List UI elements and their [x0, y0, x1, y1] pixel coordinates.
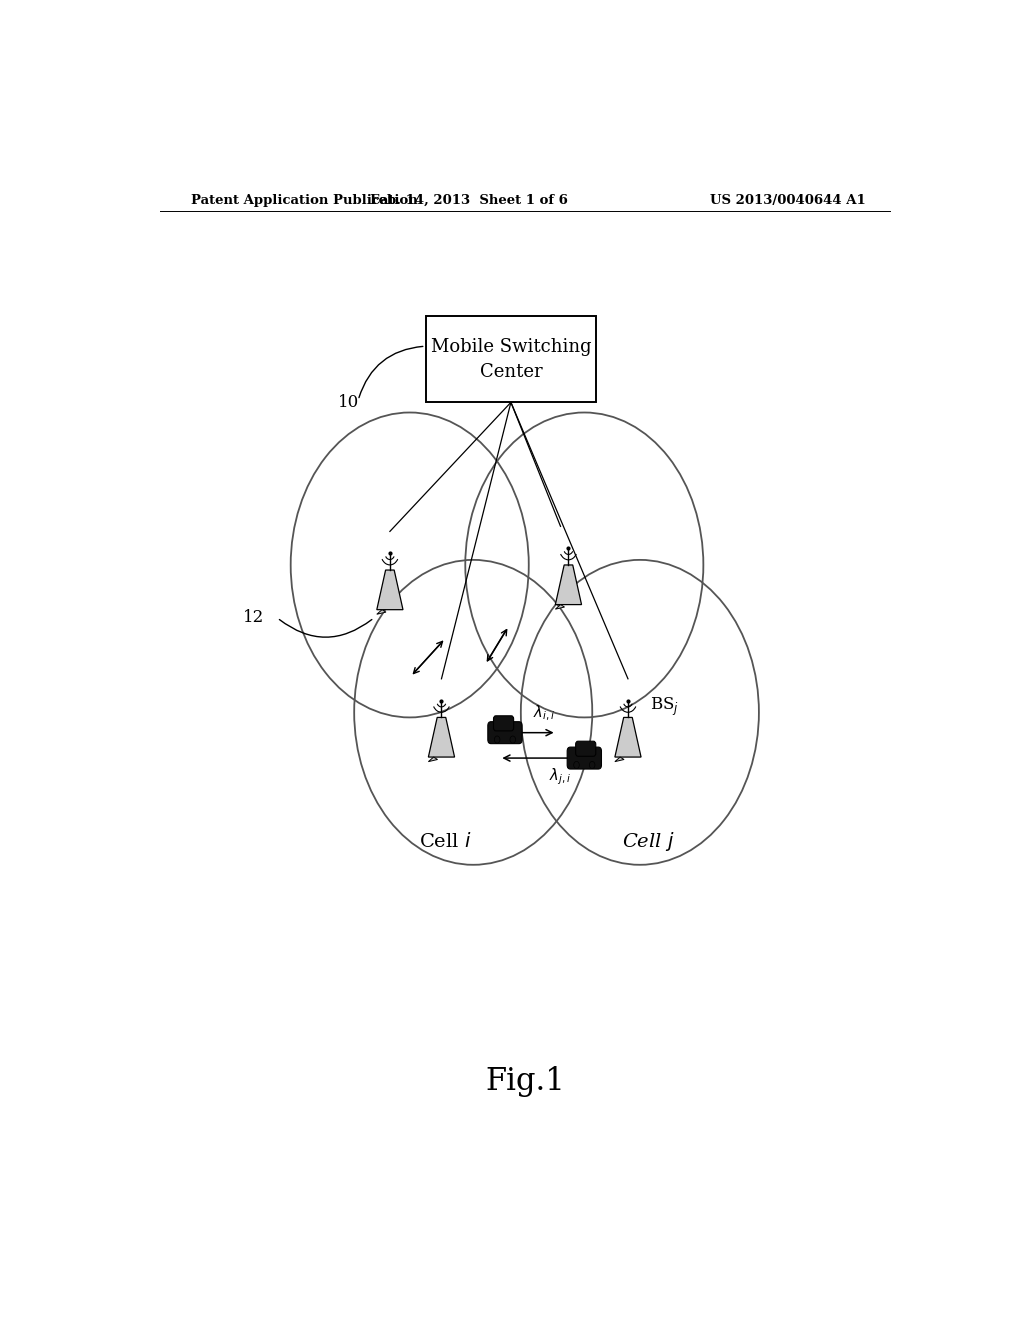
- FancyBboxPatch shape: [494, 715, 514, 731]
- Polygon shape: [428, 718, 455, 758]
- FancyBboxPatch shape: [426, 315, 596, 403]
- Text: US 2013/0040644 A1: US 2013/0040644 A1: [711, 194, 866, 207]
- Text: $\lambda_{j,i}$: $\lambda_{j,i}$: [549, 766, 570, 787]
- Text: Feb. 14, 2013  Sheet 1 of 6: Feb. 14, 2013 Sheet 1 of 6: [371, 194, 568, 207]
- Text: $\lambda_{i,i}$: $\lambda_{i,i}$: [532, 704, 555, 722]
- Polygon shape: [555, 565, 582, 605]
- Circle shape: [510, 737, 515, 743]
- FancyBboxPatch shape: [487, 722, 522, 743]
- Polygon shape: [614, 758, 624, 762]
- Text: Cell $j$: Cell $j$: [622, 830, 674, 853]
- Polygon shape: [428, 758, 437, 762]
- Polygon shape: [377, 610, 386, 614]
- Text: 12: 12: [243, 610, 264, 626]
- Circle shape: [573, 762, 580, 768]
- Text: Mobile Switching
Center: Mobile Switching Center: [431, 338, 591, 380]
- Polygon shape: [614, 718, 641, 758]
- Polygon shape: [555, 605, 564, 609]
- FancyBboxPatch shape: [575, 742, 596, 756]
- Circle shape: [495, 737, 500, 743]
- Text: 10: 10: [338, 393, 359, 411]
- Text: BS$_j$: BS$_j$: [650, 696, 679, 718]
- Circle shape: [590, 762, 595, 768]
- Text: Patent Application Publication: Patent Application Publication: [191, 194, 418, 207]
- Text: Cell $i$: Cell $i$: [419, 832, 472, 851]
- FancyBboxPatch shape: [567, 747, 601, 770]
- Polygon shape: [377, 570, 403, 610]
- Text: Fig.1: Fig.1: [485, 1065, 564, 1097]
